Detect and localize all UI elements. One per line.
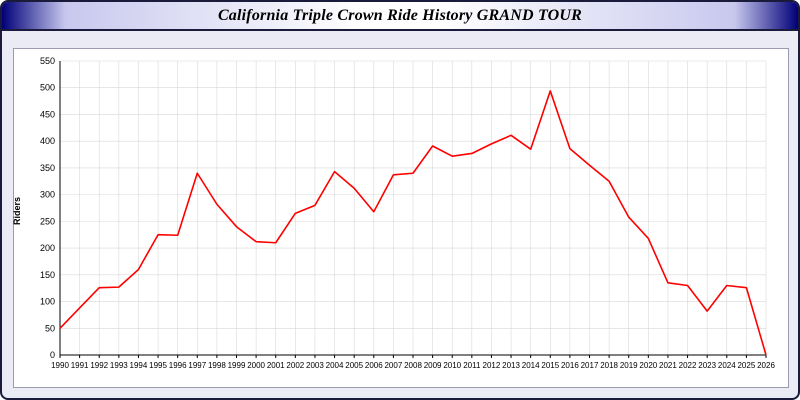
svg-text:2018: 2018 bbox=[600, 361, 618, 370]
svg-text:2011: 2011 bbox=[463, 361, 481, 370]
svg-text:2007: 2007 bbox=[384, 361, 402, 370]
gridlines bbox=[59, 60, 767, 356]
svg-text:2012: 2012 bbox=[483, 361, 501, 370]
svg-text:1994: 1994 bbox=[130, 361, 148, 370]
svg-text:100: 100 bbox=[40, 297, 55, 307]
svg-text:200: 200 bbox=[40, 243, 55, 253]
svg-text:2016: 2016 bbox=[561, 361, 579, 370]
svg-text:2006: 2006 bbox=[365, 361, 383, 370]
svg-text:1992: 1992 bbox=[90, 361, 108, 370]
svg-text:2004: 2004 bbox=[326, 361, 344, 370]
svg-text:2003: 2003 bbox=[306, 361, 324, 370]
svg-text:1997: 1997 bbox=[188, 361, 206, 370]
svg-text:2013: 2013 bbox=[502, 361, 520, 370]
svg-text:2023: 2023 bbox=[698, 361, 716, 370]
svg-text:1998: 1998 bbox=[208, 361, 226, 370]
svg-text:2001: 2001 bbox=[267, 361, 285, 370]
svg-text:2026: 2026 bbox=[757, 361, 775, 370]
svg-text:300: 300 bbox=[40, 190, 55, 200]
svg-text:150: 150 bbox=[40, 270, 55, 280]
svg-text:2008: 2008 bbox=[404, 361, 422, 370]
svg-text:0: 0 bbox=[50, 350, 55, 360]
svg-text:450: 450 bbox=[40, 109, 55, 119]
svg-text:550: 550 bbox=[40, 56, 55, 66]
title-bar: California Triple Crown Ride History GRA… bbox=[2, 2, 798, 31]
svg-text:1995: 1995 bbox=[149, 361, 167, 370]
svg-text:2017: 2017 bbox=[581, 361, 599, 370]
svg-text:2022: 2022 bbox=[679, 361, 697, 370]
svg-text:2000: 2000 bbox=[247, 361, 265, 370]
svg-text:1990: 1990 bbox=[51, 361, 69, 370]
svg-text:2005: 2005 bbox=[345, 361, 363, 370]
svg-text:2019: 2019 bbox=[620, 361, 638, 370]
svg-text:1993: 1993 bbox=[110, 361, 128, 370]
svg-text:2015: 2015 bbox=[541, 361, 559, 370]
svg-text:500: 500 bbox=[40, 83, 55, 93]
svg-text:50: 50 bbox=[45, 323, 55, 333]
svg-text:350: 350 bbox=[40, 163, 55, 173]
y-axis-label: Riders bbox=[12, 196, 22, 225]
svg-text:1996: 1996 bbox=[169, 361, 187, 370]
svg-text:2014: 2014 bbox=[522, 361, 540, 370]
svg-text:1991: 1991 bbox=[71, 361, 89, 370]
chart-panel: Riders 0 50 100 150 200 250 300 350 400 450 500 550… bbox=[12, 48, 789, 388]
svg-text:2024: 2024 bbox=[718, 361, 736, 370]
data-line-riders bbox=[59, 90, 767, 356]
svg-text:2020: 2020 bbox=[639, 361, 657, 370]
svg-text:2010: 2010 bbox=[443, 361, 461, 370]
svg-text:2025: 2025 bbox=[737, 361, 755, 370]
page-title: California Triple Crown Ride History GRA… bbox=[217, 6, 583, 24]
axes bbox=[59, 61, 767, 358]
svg-text:2009: 2009 bbox=[424, 361, 442, 370]
svg-text:1999: 1999 bbox=[228, 361, 246, 370]
svg-text:250: 250 bbox=[40, 216, 55, 226]
svg-text:2021: 2021 bbox=[659, 361, 677, 370]
svg-text:2002: 2002 bbox=[286, 361, 304, 370]
svg-text:400: 400 bbox=[40, 136, 55, 146]
